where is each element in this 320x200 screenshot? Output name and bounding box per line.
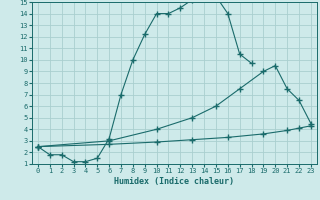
X-axis label: Humidex (Indice chaleur): Humidex (Indice chaleur)	[115, 177, 234, 186]
